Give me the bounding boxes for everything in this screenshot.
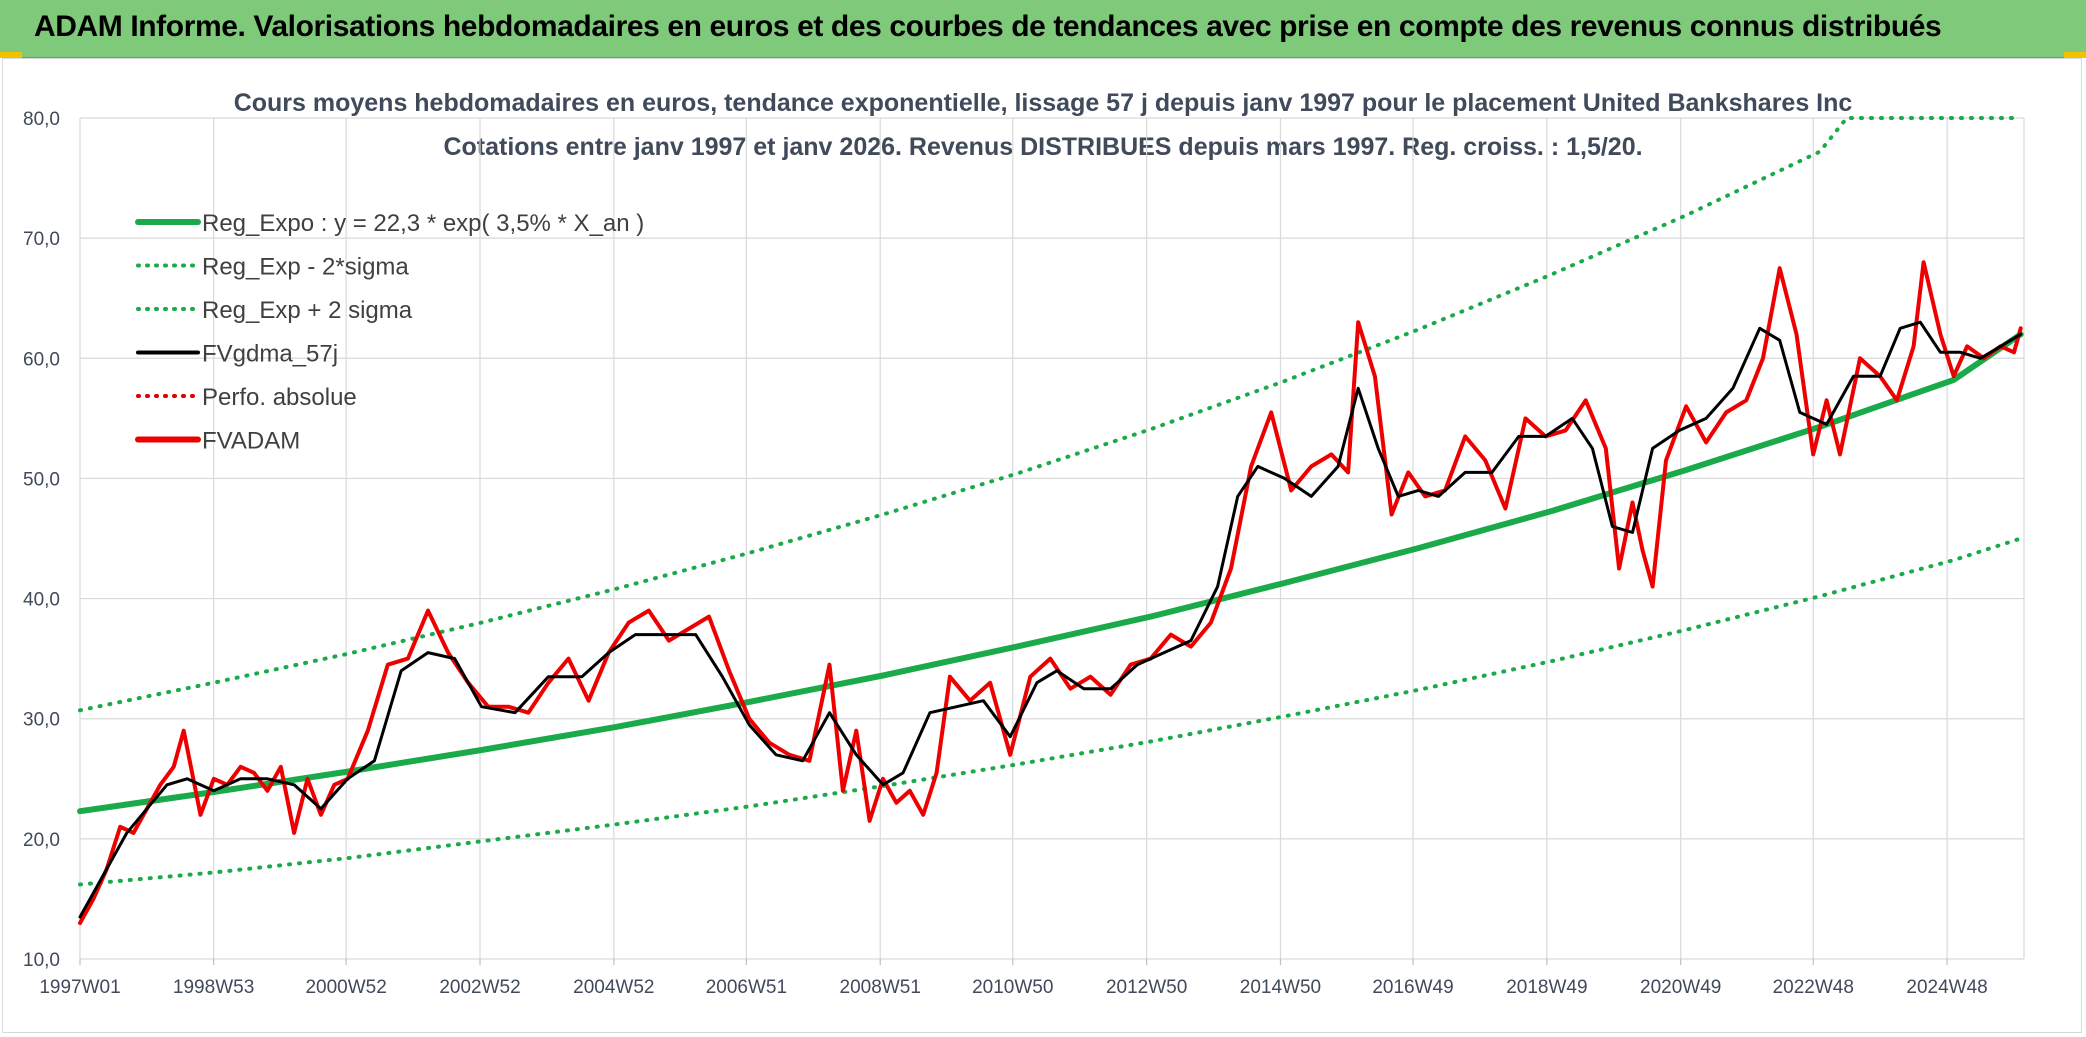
y-axis-ticks: 10,0 20,0 30,0 40,0 50,0 60,0 70,0 80,0 [23,109,60,971]
legend-label: Perfo. absolue [202,384,357,411]
corner-mark-left [0,52,22,58]
legend-label: Reg_Expo : y = 22,3 * exp( 3,5% * X_an ) [202,210,644,237]
y-gridlines [80,117,2024,960]
chart-title: Cours moyens hebdomadaires en euros, ten… [234,89,1853,117]
report-banner: ADAM Informe. Valorisations hebdomadaire… [0,0,2086,58]
legend-label: Reg_Exp + 2 sigma [202,297,413,324]
x-axis-ticks: 1997W01 1998W53 2000W52 2002W52 2004W52 2006W… [39,977,1987,998]
x-tick-label: 2020W49 [1640,977,1721,998]
chart-subtitle: Cotations entre janv 1997 et janv 2026. … [443,133,1642,161]
corner-mark-right [2064,52,2086,58]
chart-legend: Reg_Expo : y = 22,3 * exp( 3,5% * X_an )… [135,210,644,455]
moving-average-line [78,320,2023,919]
y-tick-label: 20,0 [23,830,60,851]
x-tick-label: 2010W50 [972,977,1053,998]
lower-band-line [78,536,2023,887]
y-tick-label: 70,0 [23,229,60,250]
y-tick-label: 40,0 [23,590,60,611]
x-tick-label: 2006W51 [706,977,787,998]
legend-label: FVgdma_57j [202,341,338,368]
x-tick-label: 2008W51 [840,977,921,998]
y-tick-label: 10,0 [23,950,60,971]
y-tick-label: 50,0 [23,469,60,490]
x-tick-label: 2004W52 [573,977,654,998]
series-layer [77,116,2024,925]
x-tick-label: 2014W50 [1240,977,1321,998]
x-gridlines [79,118,2025,965]
x-tick-label: 2000W52 [305,977,386,998]
x-tick-label: 2024W48 [1906,977,1987,998]
report-title: ADAM Informe. Valorisations hebdomadaire… [34,10,1942,43]
x-tick-label: 2016W49 [1372,977,1453,998]
regression-line [77,331,2024,815]
y-tick-label: 80,0 [23,109,60,130]
chart-frame [2,58,2082,1033]
x-tick-label: 2022W48 [1773,977,1854,998]
legend-label: FVADAM [202,428,300,455]
legend-label: Reg_Exp - 2*sigma [202,254,409,281]
x-tick-label: 1998W53 [173,977,254,998]
upper-band-line [78,116,2023,713]
x-tick-label: 2018W49 [1506,977,1587,998]
fvadam-line [78,260,2023,925]
x-tick-label: 1997W01 [39,977,120,998]
x-tick-label: 2012W50 [1106,977,1187,998]
x-tick-label: 2002W52 [439,977,520,998]
y-tick-label: 60,0 [23,349,60,370]
y-tick-label: 30,0 [23,710,60,731]
